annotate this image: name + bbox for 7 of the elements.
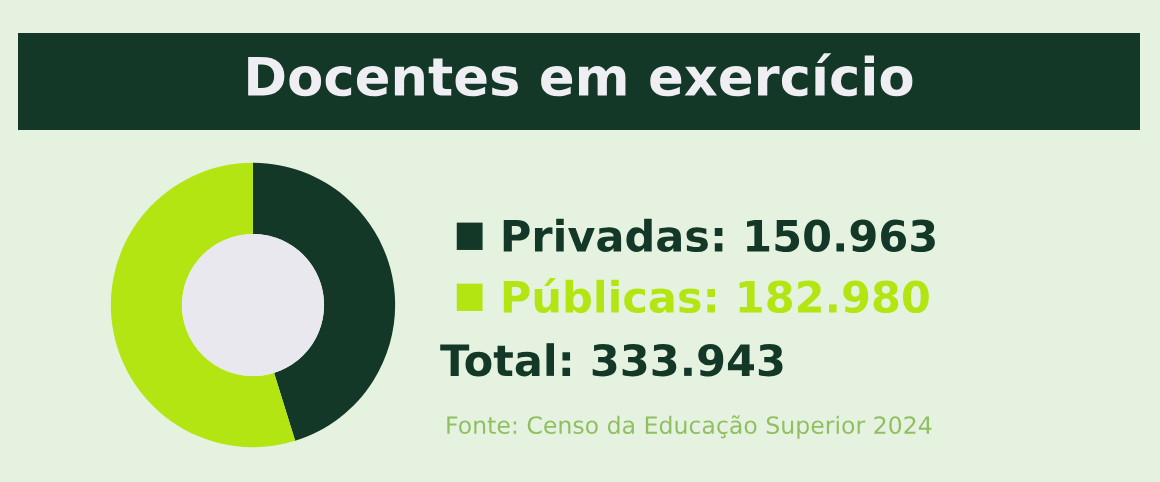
text: Total: 333.943 — [440, 343, 783, 377]
donut-slice — [253, 162, 396, 441]
source-note: Fonte: Censo da Educação Superior 2024 — [447, 415, 932, 439]
chart-title: Docentes em exercício — [248, 53, 913, 97]
legend-label: Públicas: 182.980 — [503, 278, 929, 314]
donut-slice — [110, 162, 296, 448]
legend-label: Privadas: 150.963 — [503, 218, 935, 253]
